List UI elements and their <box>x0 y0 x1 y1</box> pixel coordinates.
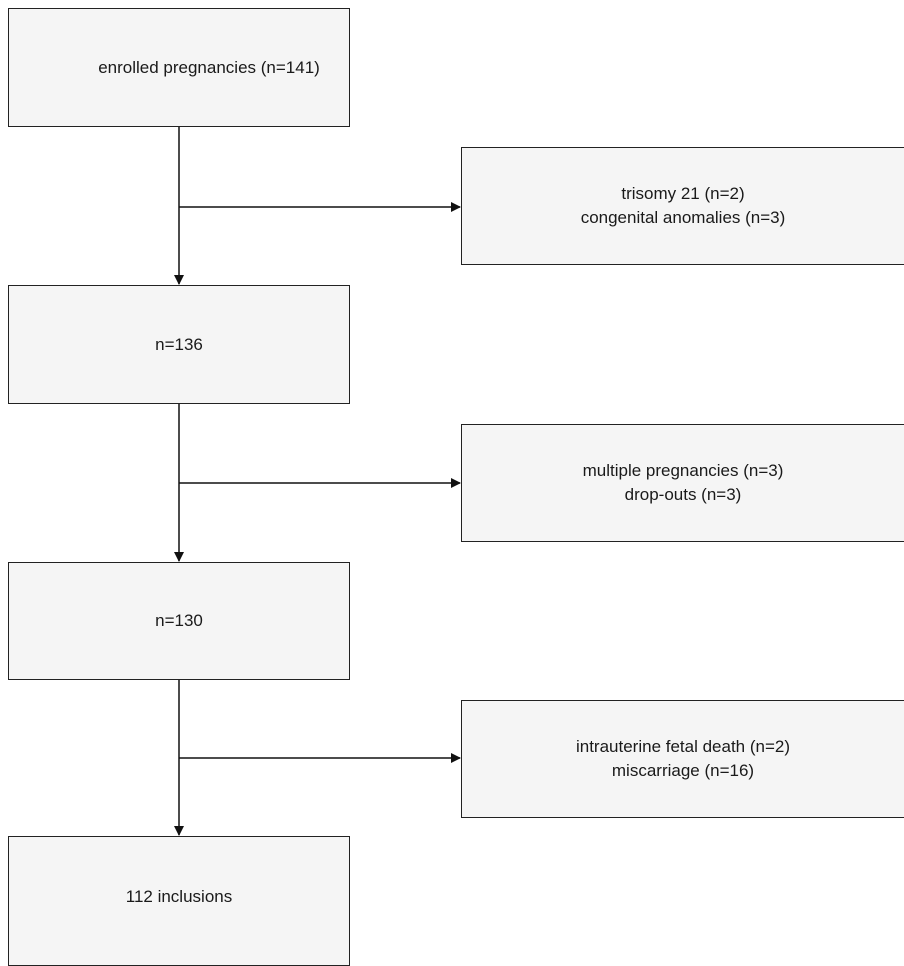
exclusion-box-anomalies: trisomy 21 (n=2) congenital anomalies (n… <box>461 147 904 265</box>
exclusion-multiple-label: multiple pregnancies (n=3) <box>582 461 784 480</box>
inclusions-box: 112 inclusions <box>8 836 350 966</box>
exclusion-miscarriage-label: miscarriage (n=16) <box>611 761 755 780</box>
exclusion-dropouts-label: drop-outs (n=3) <box>624 485 742 504</box>
count-130-box: n=130 <box>8 562 350 680</box>
exclusion-box-multiple-dropouts: multiple pregnancies (n=3) drop-outs (n=… <box>461 424 904 542</box>
count-130-label: n=130 <box>155 611 203 630</box>
exclusion-congenital-label: congenital anomalies (n=3) <box>580 208 786 227</box>
exclusion-trisomy-label: trisomy 21 (n=2) <box>621 184 745 203</box>
enrolled-pregnancies-label: enrolled pregnancies (n=141) <box>98 57 320 77</box>
exclusion-fetal-death-label: intrauterine fetal death (n=2) <box>575 737 791 756</box>
exclusion-box-fetal-loss: intrauterine fetal death (n=2) miscarria… <box>461 700 904 818</box>
enrolled-pregnancies-box: enrolled pregnancies (n=141) <box>8 8 350 127</box>
inclusions-label: 112 inclusions <box>125 887 233 906</box>
count-136-box: n=136 <box>8 285 350 404</box>
count-136-label: n=136 <box>155 334 203 354</box>
